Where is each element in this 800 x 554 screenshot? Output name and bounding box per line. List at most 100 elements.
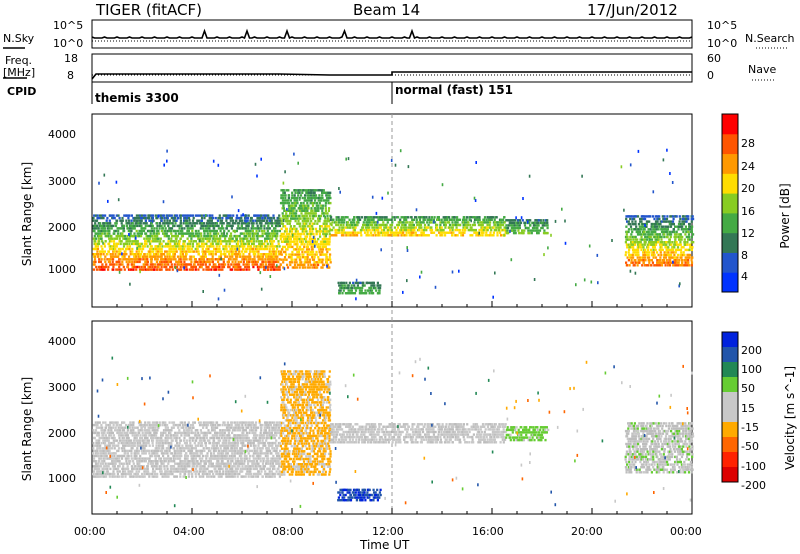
power-cell: [664, 246, 667, 249]
velocity-cell: [154, 454, 157, 458]
power-cell: [119, 232, 122, 235]
power-cell: [418, 228, 421, 232]
power-cell: [324, 245, 327, 249]
power-cell: [181, 245, 184, 248]
power-cell: [174, 258, 177, 261]
velocity-cell: [100, 452, 103, 455]
power-cell: [676, 256, 679, 259]
power-cell: [287, 237, 291, 241]
power-cell: [404, 226, 407, 229]
power-cell: [232, 245, 235, 248]
power-cell: [160, 242, 163, 246]
power-cell: [273, 268, 276, 271]
power-cell: [266, 245, 269, 248]
power-cell: [92, 216, 95, 220]
power-cell: [95, 227, 98, 230]
power-cell: [689, 230, 692, 234]
velocity-colorbar-cell: [722, 377, 738, 393]
power-cell: [403, 234, 406, 237]
power-cell: [381, 234, 384, 237]
power-cell: [278, 250, 281, 253]
power-cell: [179, 255, 182, 258]
power-cell: [202, 240, 205, 243]
freq-unit-label: [MHz]: [3, 66, 36, 79]
power-cell: [217, 224, 220, 228]
power-cell: [522, 231, 525, 235]
power-cb-tick-20: 20: [741, 182, 755, 195]
power-cell: [444, 223, 447, 227]
power-cell: [139, 258, 142, 261]
power-cell: [236, 240, 239, 243]
power-cell: [93, 229, 96, 233]
power-cell: [642, 217, 645, 221]
velocity-cell: [128, 441, 131, 445]
velocity-cell: [143, 470, 146, 473]
power-cell: [642, 246, 645, 249]
power-cell: [302, 248, 305, 251]
power-cell: [674, 235, 677, 239]
power-cell: [632, 246, 635, 249]
power-cell: [254, 260, 257, 264]
nsearch-tick-low: 10^0: [707, 37, 738, 50]
power-cell: [166, 219, 169, 222]
power-cell: [127, 258, 130, 261]
power-cell: [229, 268, 232, 271]
power-cell: [360, 234, 363, 237]
power-cell: [386, 221, 389, 224]
power-cell: [156, 268, 159, 271]
power-cell: [282, 266, 285, 269]
power-cell: [627, 228, 630, 231]
power-cell: [426, 221, 429, 224]
power-cell: [481, 228, 484, 232]
power-cell: [657, 241, 660, 244]
power-cell: [258, 258, 261, 261]
power-cell: [172, 253, 175, 256]
power-cell: [643, 228, 646, 231]
power-cell: [272, 240, 275, 243]
power-cell: [203, 260, 206, 264]
power-cell: [389, 231, 392, 234]
power-cell: [462, 226, 465, 229]
power-cell: [473, 231, 476, 234]
power-cell: [444, 221, 447, 224]
power-cell: [681, 217, 684, 221]
power-cell: [241, 237, 244, 240]
power-cell: [200, 216, 204, 220]
power-cell: [109, 222, 112, 225]
power-cell: [341, 292, 344, 295]
power-cell: [286, 201, 289, 205]
velocity-cell: [137, 449, 140, 453]
power-cell: [224, 263, 227, 266]
power-cell: [322, 199, 325, 202]
power-cell: [412, 218, 416, 221]
power-cell: [271, 229, 274, 233]
power-cell: [149, 229, 152, 233]
power-cell: [218, 255, 221, 258]
power-noise-cell: [189, 218, 191, 222]
power-cell: [170, 227, 174, 230]
power-cell: [249, 237, 252, 240]
power-noise-cell: [223, 288, 226, 292]
power-noise-cell: [620, 165, 623, 169]
power-cell: [370, 292, 373, 295]
power-cell: [657, 261, 660, 264]
power-cell: [117, 255, 120, 258]
power-cell: [237, 247, 241, 251]
power-cell: [464, 221, 467, 224]
power-cell: [107, 224, 110, 228]
power-cell: [120, 234, 123, 238]
power-cell: [359, 286, 362, 290]
power-cell: [382, 223, 385, 227]
power-noise-cell: [312, 235, 315, 239]
power-cell: [673, 253, 676, 257]
power-cell: [92, 227, 95, 230]
power-cell: [220, 234, 223, 238]
power-cell: [152, 250, 155, 253]
power-cell: [292, 217, 295, 220]
power-cell: [308, 222, 311, 225]
power-cell: [323, 253, 326, 256]
power-cell: [249, 240, 252, 243]
power-cell: [128, 227, 132, 230]
power-cell: [624, 251, 628, 254]
power-cell: [307, 225, 310, 228]
